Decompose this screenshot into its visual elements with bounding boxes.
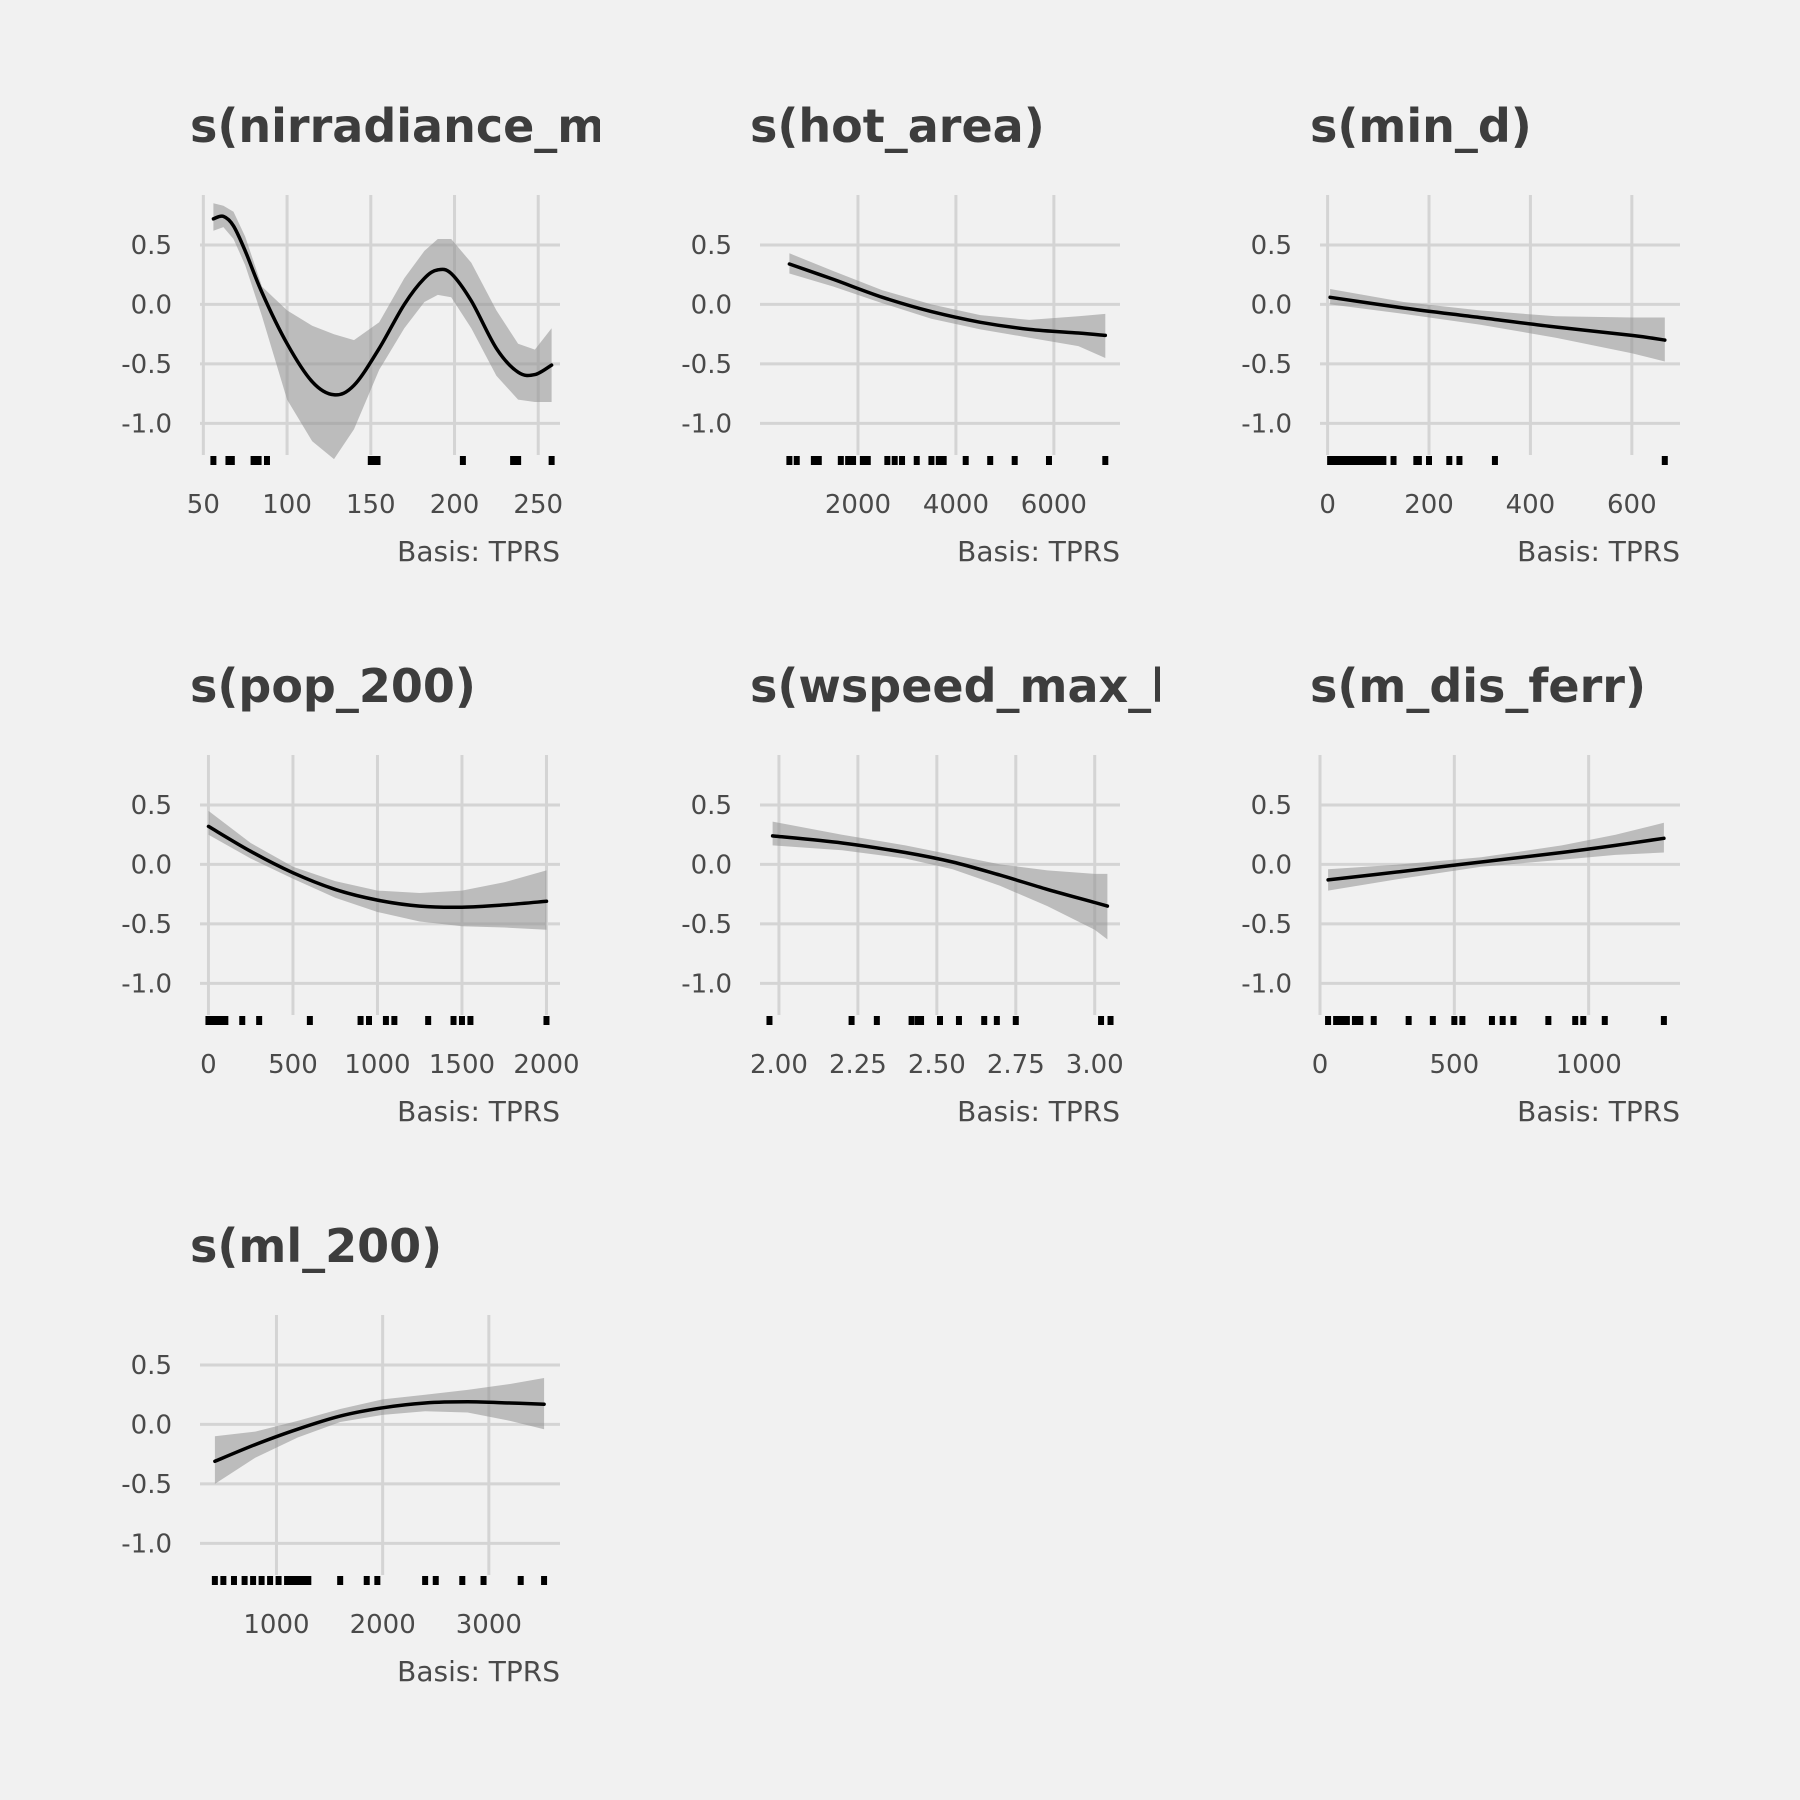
x-tick-label: 0 <box>1312 1050 1329 1080</box>
x-tick-label: 2000 <box>825 490 891 520</box>
y-tick-label: 0.5 <box>1251 231 1292 261</box>
x-tick-label: 3000 <box>456 1610 522 1640</box>
confidence-band <box>772 821 1108 940</box>
y-tick-label: -1.0 <box>1241 409 1292 439</box>
panel-title: s(nirradiance_max) <box>190 99 687 153</box>
y-tick-label: -0.5 <box>681 350 732 380</box>
basis-caption: Basis: TPRS <box>397 1095 560 1128</box>
y-tick-label: -1.0 <box>121 969 172 999</box>
panel-title: s(hot_area) <box>750 99 1045 153</box>
basis-caption: Basis: TPRS <box>1517 1095 1680 1128</box>
x-tick-label: 250 <box>513 490 563 520</box>
basis-caption: Basis: TPRS <box>1517 535 1680 568</box>
x-tick-label: 1500 <box>429 1050 495 1080</box>
y-tick-label: -0.5 <box>1241 910 1292 940</box>
basis-caption: Basis: TPRS <box>957 1095 1120 1128</box>
x-tick-label: 50 <box>187 490 220 520</box>
x-tick-label: 2000 <box>350 1610 416 1640</box>
y-tick-label: -1.0 <box>681 409 732 439</box>
panel-2: s(hot_area) 0.5 0.0 -0.5 -1.0 2000 4000 6000 Bas… <box>681 99 1120 568</box>
x-tick-label: 0 <box>1319 490 1336 520</box>
panel-title: s(min_d) <box>1310 99 1532 153</box>
x-tick-label: 600 <box>1607 490 1657 520</box>
x-tick-label: 2.50 <box>908 1050 966 1080</box>
y-tick-label: -0.5 <box>121 350 172 380</box>
y-tick-label: -0.5 <box>121 1470 172 1500</box>
panel-6: s(m_dis_ferr) 0.5 0.0 -0.5 -1.0 0 500 1000 Basis… <box>1241 659 1680 1128</box>
panel-title: s(m_dis_ferr) <box>1310 659 1646 713</box>
confidence-band <box>789 253 1106 358</box>
confidence-band <box>213 203 552 460</box>
y-tick-label: -1.0 <box>681 969 732 999</box>
x-tick-label: 4000 <box>923 490 989 520</box>
y-tick-label: 0.5 <box>131 231 172 261</box>
y-tick-label: 0.0 <box>1251 290 1292 320</box>
confidence-band <box>214 1378 545 1484</box>
y-tick-label: -0.5 <box>681 910 732 940</box>
panel-5: s(wspeed_max_hour) 0.5 0.0 -0.5 -1.0 2.00 2.25… <box>681 659 1292 1128</box>
x-tick-label: 100 <box>262 490 312 520</box>
y-tick-label: -1.0 <box>121 1529 172 1559</box>
x-tick-label: 0 <box>200 1050 217 1080</box>
basis-caption: Basis: TPRS <box>397 535 560 568</box>
x-tick-label: 500 <box>268 1050 318 1080</box>
y-tick-label: 0.0 <box>1251 850 1292 880</box>
x-tick-label: 1000 <box>1556 1050 1622 1080</box>
y-tick-label: -0.5 <box>121 910 172 940</box>
confidence-band <box>208 810 547 930</box>
x-tick-label: 2.25 <box>829 1050 887 1080</box>
smooth-estimate-line <box>211 214 554 397</box>
panel-1: s(nirradiance_max) 0.5 0.0 -0.5 -1.0 50 100 150… <box>121 99 687 568</box>
y-tick-label: 0.0 <box>691 850 732 880</box>
x-tick-label: 2.00 <box>750 1050 808 1080</box>
panel-3: s(min_d) 0.5 0.0 -0.5 -1.0 0 200 400 600 Basis: T… <box>1241 99 1680 568</box>
y-tick-label: 0.5 <box>131 1351 172 1381</box>
smooth-estimate-line <box>206 824 549 910</box>
y-tick-label: 0.5 <box>691 231 732 261</box>
basis-caption: Basis: TPRS <box>957 535 1120 568</box>
smooth-estimate-line <box>787 262 1108 338</box>
y-tick-label: -0.5 <box>1241 350 1292 380</box>
x-tick-label: 150 <box>346 490 396 520</box>
panel-4: s(pop_200) 0.5 0.0 -0.5 -1.0 0 500 1000 1500 2000… <box>121 659 579 1128</box>
x-tick-label: 1000 <box>243 1610 309 1640</box>
y-tick-label: 0.5 <box>131 791 172 821</box>
x-tick-label: 2.75 <box>987 1050 1045 1080</box>
panel-title: s(pop_200) <box>190 659 476 713</box>
x-tick-label: 200 <box>430 490 480 520</box>
x-tick-label: 3.00 <box>1066 1050 1124 1080</box>
confidence-band <box>1328 822 1664 891</box>
y-tick-label: 0.5 <box>1251 791 1292 821</box>
y-tick-label: 0.0 <box>131 290 172 320</box>
y-tick-label: -1.0 <box>121 409 172 439</box>
x-tick-label: 6000 <box>1021 490 1087 520</box>
smooth-estimate-line <box>1326 836 1666 882</box>
y-tick-label: 0.0 <box>131 1410 172 1440</box>
y-tick-label: 0.0 <box>131 850 172 880</box>
x-tick-label: 2000 <box>513 1050 579 1080</box>
y-tick-label: 0.5 <box>691 791 732 821</box>
x-tick-label: 400 <box>1506 490 1556 520</box>
y-tick-label: 0.0 <box>691 290 732 320</box>
y-tick-label: -1.0 <box>1241 969 1292 999</box>
x-tick-label: 500 <box>1430 1050 1480 1080</box>
x-tick-label: 1000 <box>344 1050 410 1080</box>
panel-title: s(wspeed_max_hour) <box>750 659 1292 713</box>
confidence-band <box>1330 289 1665 362</box>
x-tick-label: 200 <box>1404 490 1454 520</box>
panel-title: s(ml_200) <box>190 1219 442 1273</box>
panel-7: s(ml_200) 0.5 0.0 -0.5 -1.0 1000 2000 3000 Basis… <box>121 1219 560 1688</box>
basis-caption: Basis: TPRS <box>397 1655 560 1688</box>
smooth-estimate-line <box>1328 295 1667 342</box>
smooth-estimate-line <box>770 834 1110 908</box>
smooth-estimate-line <box>213 1400 546 1464</box>
